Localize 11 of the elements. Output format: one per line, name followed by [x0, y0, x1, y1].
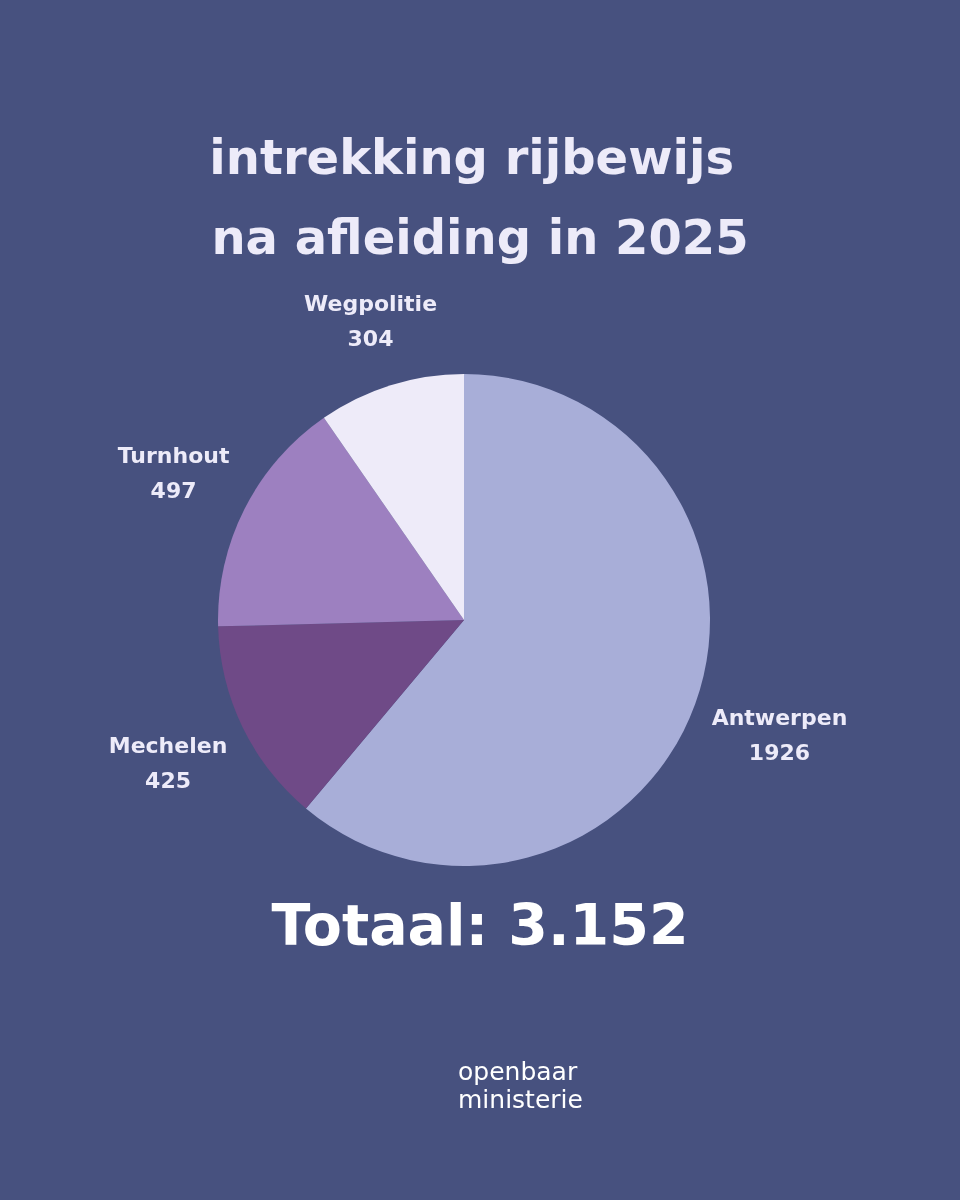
data-label: 304: [347, 326, 394, 352]
data-label: 425: [145, 767, 192, 793]
slice-label: Mechelen: [108, 732, 228, 758]
data-label: 1926: [748, 739, 811, 765]
text: Totaal: 3.152: [271, 891, 689, 958]
text: openbaar ministerie: [458, 1056, 586, 1114]
slice-label: Wegpolitie: [303, 291, 438, 317]
data-label: 497: [150, 477, 197, 503]
slice-label: Turnhout: [117, 442, 230, 468]
chart-title: intrekking rijbewijs na afleiding in 2025: [209, 129, 751, 265]
slice-label: Antwerpen: [711, 704, 848, 730]
